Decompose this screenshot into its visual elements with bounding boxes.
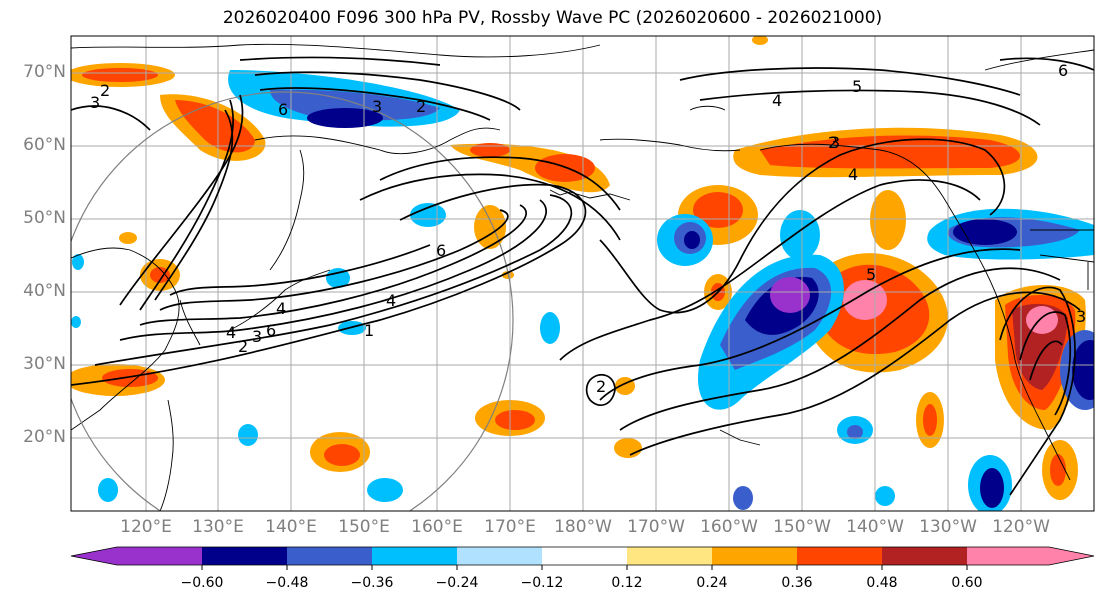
colorbar-tick-label: −0.48 xyxy=(265,575,309,591)
lat-label: 30°N xyxy=(23,354,66,374)
colorbar-bin xyxy=(287,547,372,565)
lon-label: 180°W xyxy=(554,517,612,537)
pv-contours xyxy=(71,56,1094,496)
colorbar-min-extension xyxy=(71,547,117,565)
colorbar-tick-label: −0.24 xyxy=(435,575,479,591)
colorbar-bin xyxy=(457,547,542,565)
colorbar-bin xyxy=(882,547,967,565)
colorbar-max-extension xyxy=(1049,547,1094,565)
graticule xyxy=(71,36,1094,511)
lon-label: 130°E xyxy=(192,517,244,537)
contour-label: 2 xyxy=(100,81,110,100)
contour-label: 2 xyxy=(238,337,248,356)
contour-label: 4 xyxy=(226,323,236,342)
contour-label: 6 xyxy=(266,321,276,340)
colorbar-bin xyxy=(967,547,1049,565)
contour-label: 4 xyxy=(848,165,858,184)
colorbar-tick-label: −0.12 xyxy=(520,575,564,591)
contour-labels: 2 3 6 3 2 4 5 6 4 3 4 6 4 1 6 3 2 2 2 5 … xyxy=(90,61,1086,396)
contour-label: 2 xyxy=(596,377,606,396)
contour-label: 5 xyxy=(866,265,876,284)
contour-label: 4 xyxy=(386,291,396,310)
colorbar-bin xyxy=(797,547,882,565)
contour-label: 4 xyxy=(276,299,286,318)
lon-label: 170°W xyxy=(627,517,685,537)
colorbar-tick-label: 0.60 xyxy=(951,575,983,591)
contour-label: 6 xyxy=(278,100,288,119)
contour-label: 6 xyxy=(436,241,446,260)
contour-label: 1 xyxy=(364,321,374,340)
lon-label: 150°E xyxy=(338,517,390,537)
contour-label: 2 xyxy=(416,97,426,116)
map-title: 2026020400 F096 300 hPa PV, Rossby Wave … xyxy=(222,8,883,28)
lon-label: 160°E xyxy=(411,517,463,537)
colorbar-bin xyxy=(712,547,797,565)
contour-label: 2 xyxy=(828,133,838,152)
contour-label: 4 xyxy=(772,91,782,110)
colorbar-bin xyxy=(542,547,627,565)
lat-label: 40°N xyxy=(23,281,66,301)
contour-label: 3 xyxy=(252,327,262,346)
colorbar-tick-label: −0.60 xyxy=(180,575,224,591)
contour-label: 3 xyxy=(830,133,840,152)
colorbar-tick-label: 0.36 xyxy=(781,575,813,591)
contour-label: 5 xyxy=(852,77,862,96)
lat-label: 70°N xyxy=(23,62,66,82)
contour-label: 3 xyxy=(372,97,382,116)
lat-label: 20°N xyxy=(23,427,66,447)
colorbar xyxy=(70,546,1095,570)
lon-label: 170°E xyxy=(484,517,536,537)
lon-label: 160°W xyxy=(700,517,758,537)
lon-label: 140°W xyxy=(846,517,904,537)
lon-label: 120°W xyxy=(992,517,1050,537)
colorbar-tick-label: 0.48 xyxy=(866,575,898,591)
lon-label: 130°W xyxy=(919,517,977,537)
colorbar-bin xyxy=(202,547,287,565)
lat-label: 50°N xyxy=(23,208,66,228)
pv-anomaly-shading xyxy=(71,36,1094,511)
lat-label: 60°N xyxy=(23,135,66,155)
colorbar-bin xyxy=(372,547,457,565)
coastlines xyxy=(71,43,1094,511)
lon-label: 150°W xyxy=(773,517,831,537)
colorbar-tick-label: −0.36 xyxy=(350,575,394,591)
contour-label: 3 xyxy=(1076,307,1086,326)
colorbar-tick-label: 0.12 xyxy=(611,575,643,591)
contour-label: 6 xyxy=(1058,61,1068,80)
colorbar-tick-label: 0.24 xyxy=(696,575,728,591)
lon-label: 120°E xyxy=(120,517,172,537)
region-circle xyxy=(71,91,514,511)
colorbar-bin xyxy=(117,547,202,565)
lon-label: 140°E xyxy=(265,517,317,537)
contour-label: 3 xyxy=(90,93,100,112)
colorbar-bin xyxy=(627,547,712,565)
